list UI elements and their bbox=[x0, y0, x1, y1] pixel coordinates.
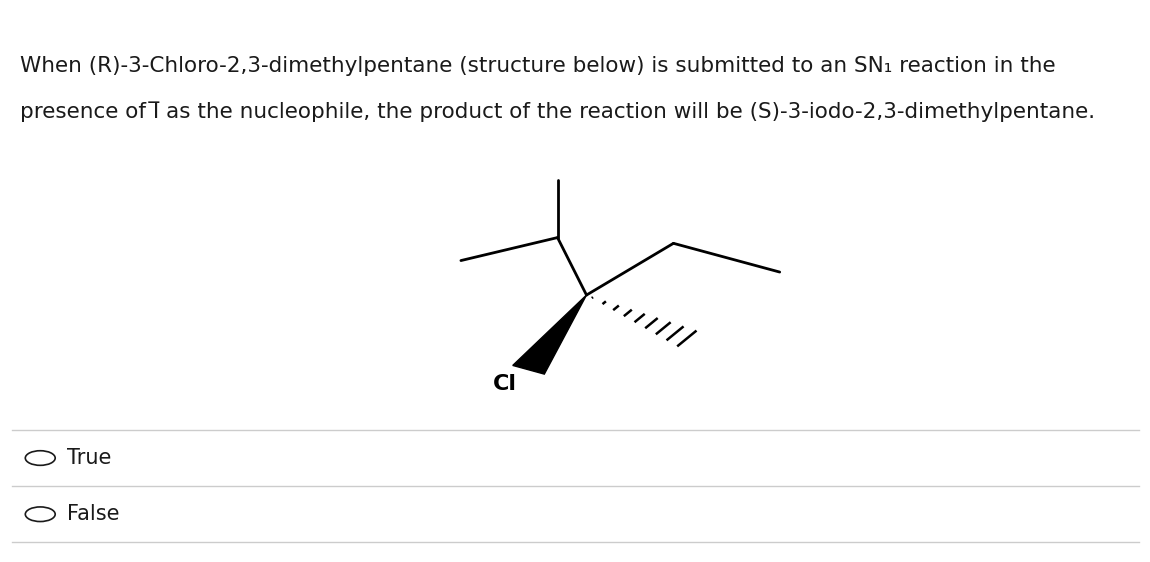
Text: True: True bbox=[67, 448, 112, 468]
Polygon shape bbox=[513, 295, 586, 374]
Text: When (R)-3-Chloro-2,3-dimethylpentane (structure below) is submitted to an SN₁ r: When (R)-3-Chloro-2,3-dimethylpentane (s… bbox=[20, 56, 1056, 76]
Text: presence of I̅ as the nucleophile, the product of the reaction will be (S)-3-iod: presence of I̅ as the nucleophile, the p… bbox=[20, 101, 1095, 122]
Text: Cl: Cl bbox=[492, 374, 516, 394]
Text: False: False bbox=[67, 504, 120, 524]
